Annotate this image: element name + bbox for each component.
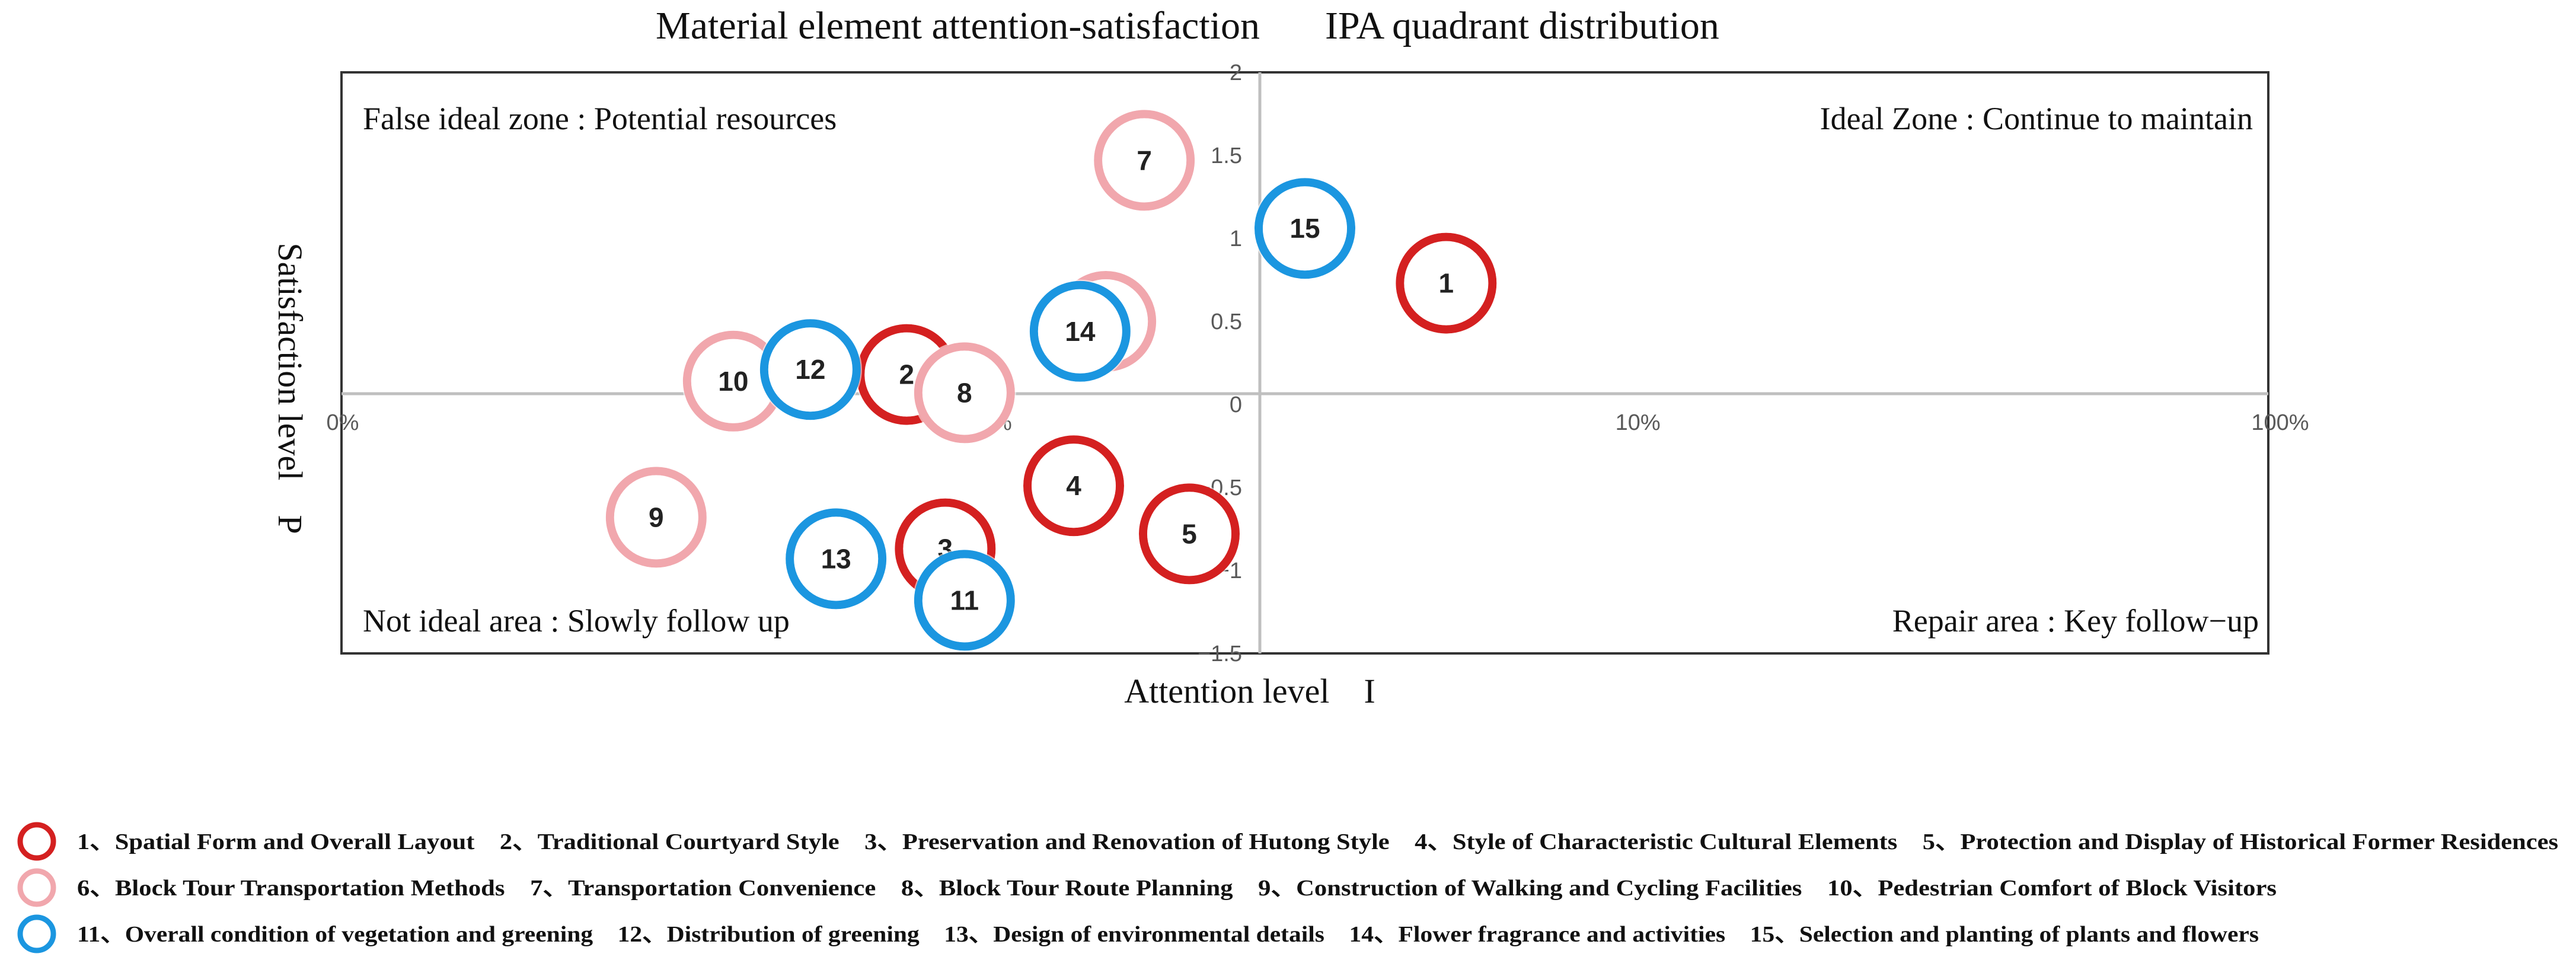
point-label: 11	[950, 585, 979, 615]
chart-title-part1: Material element attention-satisfaction	[656, 4, 1260, 47]
legend-item-pink: 6、Block Tour Transportation Methods 7、Tr…	[17, 868, 2277, 907]
point-label: 2	[899, 359, 915, 390]
point-marker	[1094, 110, 1195, 211]
point-label: 10	[718, 366, 748, 397]
legend: 1、Spatial Form and Overall Layout 2、Trad…	[17, 822, 2558, 953]
legend-marker	[17, 822, 56, 861]
point-marker	[914, 342, 1015, 444]
point-marker	[605, 467, 707, 568]
point-marker	[759, 319, 861, 420]
chart-title-part2: IPA quadrant distribution	[1325, 4, 1719, 47]
point-label: 1	[1439, 268, 1454, 299]
point-5: 5	[1138, 482, 1241, 586]
point-marker	[1396, 232, 1497, 334]
point-13: 13	[784, 507, 888, 611]
legend-marker	[17, 868, 56, 907]
point-label: 7	[1137, 145, 1152, 176]
point-label: 14	[1065, 316, 1096, 347]
point-15: 15	[1253, 177, 1356, 280]
y-tick-label: 2	[1230, 60, 1242, 85]
y-tick-label: −1.5	[1198, 642, 1242, 666]
point-14: 14	[1028, 279, 1132, 383]
point-10: 10	[681, 329, 785, 433]
point-9: 9	[604, 465, 708, 569]
point-1: 1	[1394, 231, 1498, 335]
y-tick-label: 1.5	[1211, 143, 1242, 168]
y-tick-label: 1	[1230, 226, 1242, 251]
point-11: 11	[912, 548, 1016, 652]
x-tick-label: 10%	[1616, 410, 1661, 435]
point-label: 5	[1182, 518, 1197, 549]
point-12: 12	[758, 318, 862, 422]
point-label: 8	[957, 377, 972, 408]
y-axis-title: Satisfaction level P	[271, 243, 309, 534]
point-label: 13	[821, 543, 851, 574]
data-points: 123456789101112131415	[604, 109, 1498, 652]
legend-text: 1、Spatial Form and Overall Layout 2、Trad…	[77, 830, 2558, 854]
point-marker	[1029, 280, 1131, 382]
legend-text: 6、Block Tour Transportation Methods 7、Tr…	[77, 876, 2277, 901]
point-4: 4	[1022, 434, 1125, 538]
legend-marker	[17, 914, 56, 953]
point-label: 4	[1066, 470, 1081, 501]
x-tick-label: 0%	[327, 410, 359, 435]
legend-item-red: 1、Spatial Form and Overall Layout 2、Trad…	[17, 822, 2558, 861]
quadrant-label-top-left: False ideal zone : Potential resources	[363, 101, 837, 136]
point-marker	[1023, 435, 1124, 537]
x-tick-label: 100%	[2251, 410, 2309, 435]
y-tick-label: 0.5	[1211, 310, 1242, 334]
legend-text: 11、Overall condition of vegetation and g…	[77, 922, 2259, 947]
point-marker	[786, 508, 887, 610]
point-marker	[1139, 483, 1240, 585]
quadrant-label-top-right: Ideal Zone : Continue to maintain	[1820, 101, 2253, 136]
y-tick-label: 0	[1230, 393, 1242, 417]
point-marker	[1255, 178, 1355, 279]
point-label: 12	[795, 354, 825, 385]
legend-item-blue: 11、Overall condition of vegetation and g…	[17, 914, 2259, 953]
quadrant-label-bottom-left: Not ideal area : Slowly follow up	[363, 603, 790, 639]
x-tick-labels: 0%1%10%100%	[327, 410, 2309, 435]
point-7: 7	[1093, 109, 1196, 212]
point-label: 9	[649, 502, 664, 532]
point-label: 15	[1289, 213, 1320, 244]
x-axis-title: Attention level I	[1124, 672, 1375, 710]
point-8: 8	[912, 341, 1016, 445]
point-marker	[914, 550, 1015, 651]
quadrant-label-bottom-right: Repair area : Key follow−up	[1892, 603, 2259, 639]
plot-frame	[340, 71, 2269, 655]
